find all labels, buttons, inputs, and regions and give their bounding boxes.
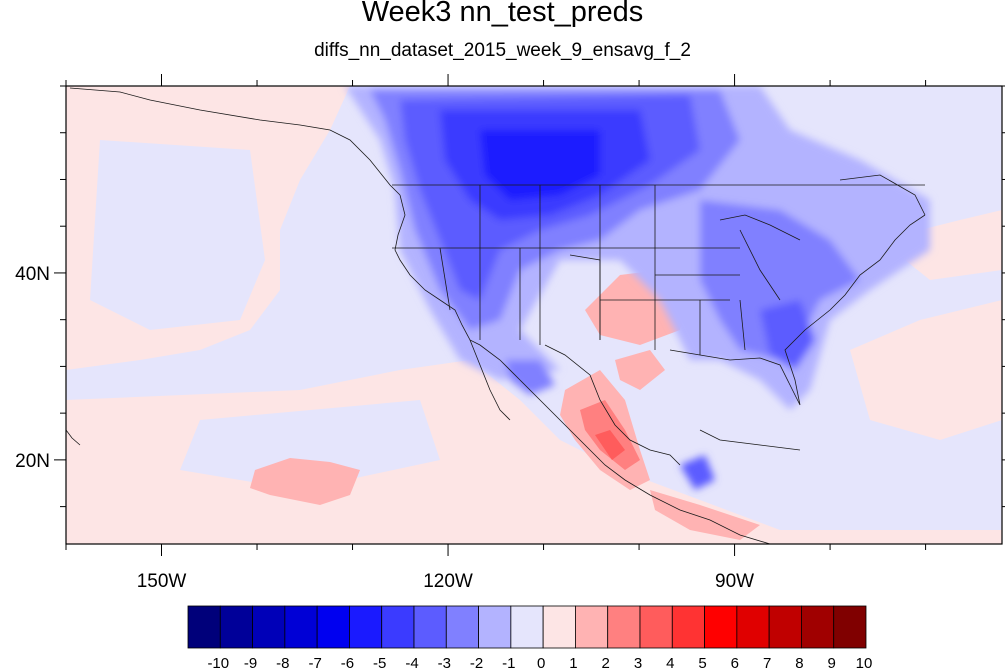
lat-tick-label: 20N bbox=[15, 451, 50, 472]
map-subtitle: diffs_nn_dataset_2015_week_9_ensavg_f_2 bbox=[314, 40, 691, 61]
map-title: Week3 nn_test_preds bbox=[361, 0, 644, 28]
map-frame bbox=[65, 85, 1003, 545]
colorbar-swatch bbox=[607, 605, 641, 649]
colorbar-swatch bbox=[801, 605, 835, 649]
colorbar: -10 -9 -8 -7 -6 -5 -4 -3 -2 -1 0 1 2 3 4 5 6 7 8 9 10 bbox=[187, 605, 873, 672]
coastlines bbox=[66, 87, 926, 544]
colorbar-swatch bbox=[349, 605, 383, 649]
colorbar-swatch bbox=[316, 605, 350, 649]
colorbar-swatch bbox=[736, 605, 770, 649]
colorbar-label: -3 bbox=[438, 655, 451, 672]
colorbar-swatch bbox=[478, 605, 512, 649]
colorbar-label: 3 bbox=[634, 655, 642, 672]
colorbar-label: -6 bbox=[341, 655, 354, 672]
colorbar-label: 8 bbox=[795, 655, 803, 672]
colorbar-swatch bbox=[413, 605, 447, 649]
colorbar-swatch bbox=[575, 605, 609, 649]
colorbar-label: -10 bbox=[207, 655, 229, 672]
colorbar-label: -1 bbox=[502, 655, 515, 672]
colorbar-swatch bbox=[445, 605, 479, 649]
colorbar-swatch bbox=[187, 605, 221, 649]
colorbar-swatch bbox=[671, 605, 705, 649]
colorbar-swatch bbox=[704, 605, 738, 649]
lon-tick-label: 120W bbox=[423, 571, 473, 592]
colorbar-swatch bbox=[542, 605, 576, 649]
colorbar-label: 10 bbox=[856, 655, 873, 672]
colorbar-label: 9 bbox=[828, 655, 836, 672]
colorbar-label: -7 bbox=[308, 655, 321, 672]
colorbar-swatch bbox=[510, 605, 544, 649]
colorbar-label: -2 bbox=[470, 655, 483, 672]
colorbar-label: 6 bbox=[731, 655, 739, 672]
axis-ticks: 150W 120W 90W 40N 20N bbox=[15, 74, 1005, 592]
colorbar-label: 0 bbox=[537, 655, 545, 672]
colorbar-swatch bbox=[219, 605, 253, 649]
colorbar-label: -8 bbox=[276, 655, 289, 672]
colorbar-label: 4 bbox=[666, 655, 674, 672]
lat-tick-label: 40N bbox=[15, 264, 50, 285]
anomaly-field bbox=[66, 86, 1002, 544]
colorbar-label: -5 bbox=[373, 655, 386, 672]
colorbar-label: 5 bbox=[698, 655, 706, 672]
colorbar-label: 2 bbox=[602, 655, 610, 672]
colorbar-label: -9 bbox=[244, 655, 257, 672]
colorbar-swatch bbox=[639, 605, 673, 649]
lon-tick-label: 90W bbox=[715, 571, 754, 592]
colorbar-swatch bbox=[833, 605, 867, 649]
colorbar-label: 7 bbox=[763, 655, 771, 672]
colorbar-swatch bbox=[284, 605, 318, 649]
lon-tick-label: 150W bbox=[137, 571, 187, 592]
colorbar-swatch bbox=[252, 605, 286, 649]
colorbar-swatch bbox=[381, 605, 415, 649]
colorbar-label: -4 bbox=[405, 655, 418, 672]
colorbar-swatch bbox=[768, 605, 802, 649]
colorbar-label: 1 bbox=[569, 655, 577, 672]
